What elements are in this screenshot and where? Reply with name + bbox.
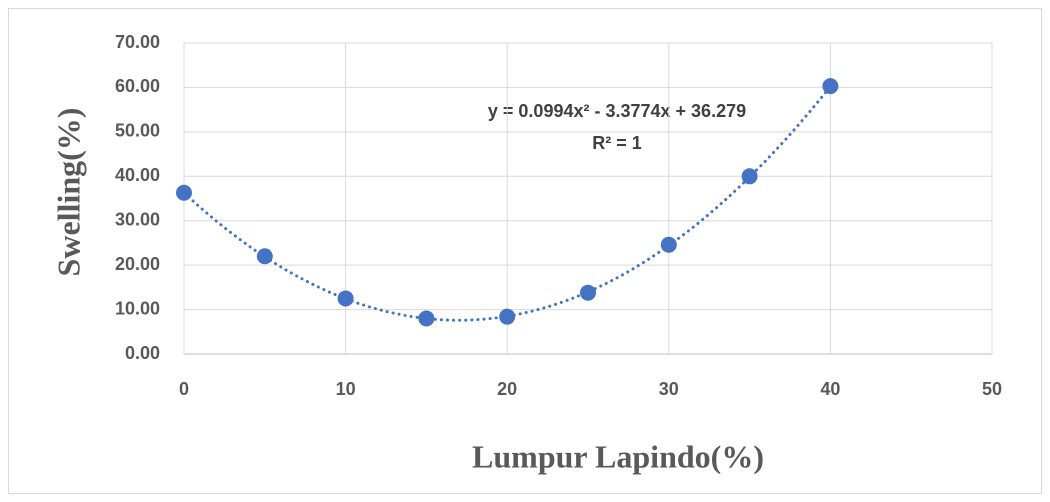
x-tick-label: 50 <box>982 379 1002 399</box>
data-point <box>741 168 758 185</box>
y-tick-label: 60.00 <box>115 76 160 96</box>
data-point <box>337 290 354 307</box>
x-tick-label: 0 <box>179 379 189 399</box>
trendline-equation: y = 0.0994x² - 3.3774x + 36.279 <box>488 101 746 121</box>
y-tick-label: 70.00 <box>115 32 160 52</box>
x-tick-label: 30 <box>659 379 679 399</box>
x-axis-title: Lumpur Lapindo(%) <box>472 438 764 474</box>
data-point <box>660 236 677 253</box>
x-tick-label: 40 <box>820 379 840 399</box>
data-point <box>176 184 192 201</box>
y-tick-label: 40.00 <box>115 165 160 185</box>
chart-border <box>8 8 1042 494</box>
x-tick-label: 10 <box>336 379 356 399</box>
y-tick-label: 50.00 <box>115 121 160 141</box>
data-point <box>418 310 435 327</box>
y-tick-label: 30.00 <box>115 209 160 229</box>
data-point <box>580 284 596 301</box>
y-tick-label: 0.00 <box>125 343 160 363</box>
data-point <box>256 248 273 265</box>
trendline-r-squared: R² = 1 <box>592 133 642 153</box>
data-point <box>822 78 839 95</box>
y-axis-title: Swelling(%) <box>50 108 86 277</box>
y-tick-label: 20.00 <box>115 254 160 274</box>
x-tick-label: 20 <box>497 379 517 399</box>
data-point <box>499 308 516 325</box>
y-tick-label: 10.00 <box>115 298 160 318</box>
